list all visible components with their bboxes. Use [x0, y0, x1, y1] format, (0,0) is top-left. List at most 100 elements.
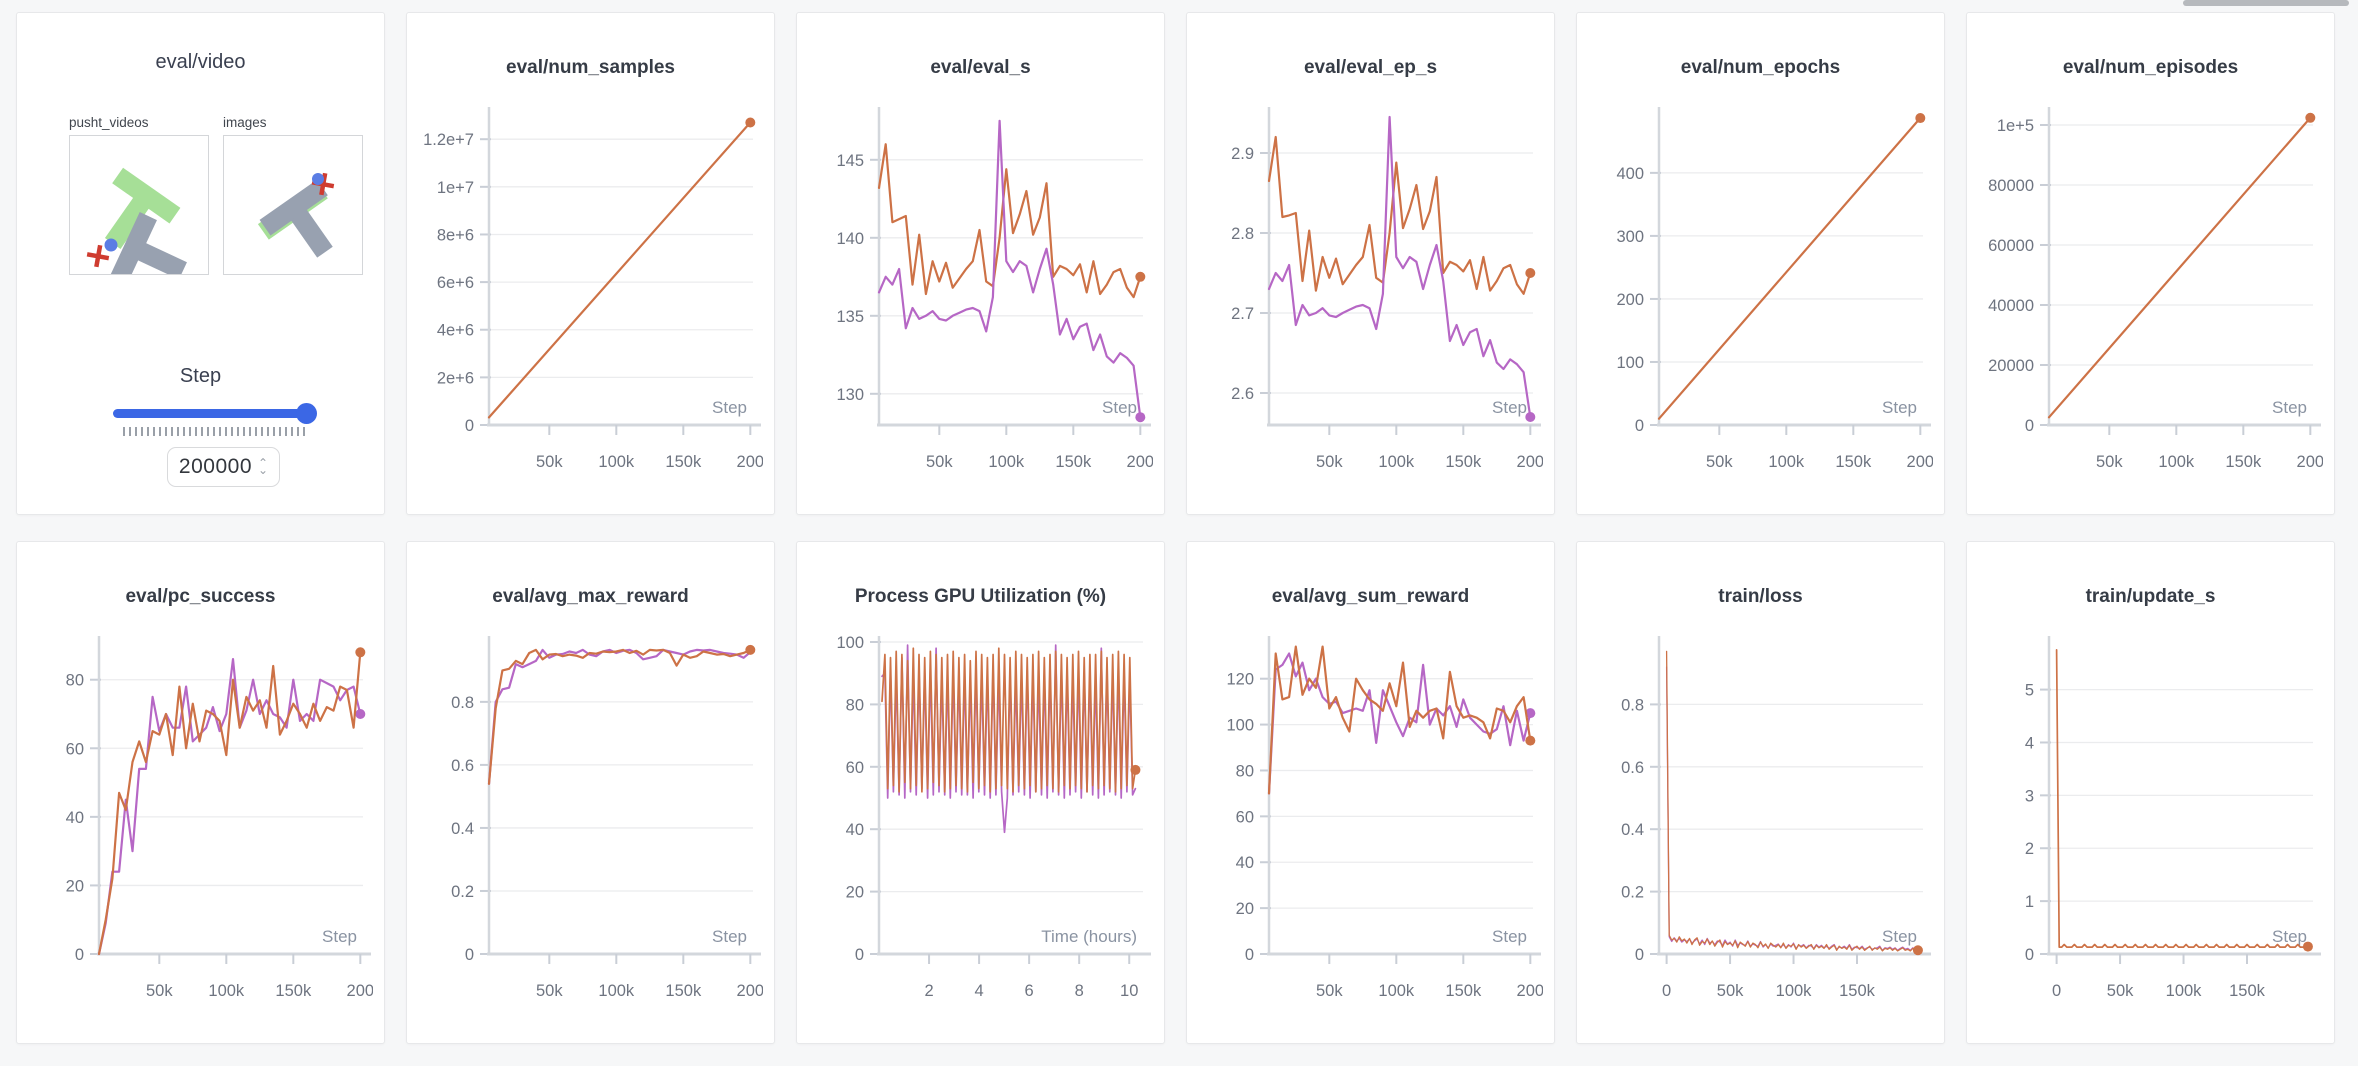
step-slider-thumb[interactable]	[296, 403, 317, 424]
svg-text:135: 135	[836, 308, 864, 326]
line-chart[interactable]: 0 2e+6 4e+6 6e+6 8e+6 1e+7 1.2e+7 50k 100k 150k 20…	[419, 101, 764, 493]
panel-title: eval/pc_success	[125, 586, 276, 607]
svg-text:50k: 50k	[2107, 982, 2134, 1000]
series-purple	[1267, 652, 1532, 795]
svg-text:8e+6: 8e+6	[437, 226, 474, 244]
svg-text:130: 130	[836, 386, 864, 404]
svg-text:150k: 150k	[1055, 453, 1092, 471]
chart-canvas: 0 2e+6 4e+6 6e+6 8e+6 1e+7 1.2e+7 50k 100k 150k 20…	[423, 107, 764, 471]
svg-text:100k: 100k	[1378, 453, 1415, 471]
images-thumbnail[interactable]	[223, 135, 363, 275]
series-end-dot	[1912, 945, 1923, 956]
step-number-input[interactable]: 200000 ⌃ ⌄	[167, 447, 280, 487]
svg-text:100: 100	[1616, 354, 1644, 372]
svg-text:100k: 100k	[988, 453, 1025, 471]
horizontal-scrollbar[interactable]	[2183, 0, 2349, 6]
chart-canvas: 130 135 140 145 50k 100k 150k 200 Step	[836, 107, 1154, 471]
panel-eval-avg-max-reward: eval/avg_max_reward 0 0.2 0.4 0.6 0.8 50k 100k…	[406, 541, 775, 1044]
svg-text:0: 0	[1662, 982, 1671, 1000]
svg-text:60000: 60000	[1988, 237, 2034, 255]
stepper-arrows[interactable]: ⌃ ⌄	[258, 456, 269, 477]
svg-text:6e+6: 6e+6	[437, 274, 474, 292]
series-end-dot	[355, 709, 366, 719]
svg-text:5: 5	[2025, 682, 2034, 700]
series-orange	[97, 651, 362, 956]
svg-text:300: 300	[1616, 228, 1644, 246]
pusht-video-thumbnail[interactable]	[69, 135, 209, 284]
svg-text:Step: Step	[2272, 927, 2307, 946]
line-chart[interactable]: 130 135 140 145 50k 100k 150k 200 Step	[809, 101, 1154, 493]
line-chart[interactable]: 0 20 40 60 80 100 120 50k 100k 150k 200 Step	[1199, 630, 1544, 1022]
svg-text:40: 40	[1236, 854, 1254, 872]
chart-canvas: 0 20 40 60 80 50k 100k 150k 200 Step	[66, 636, 374, 1000]
panel-eval-pc-success: eval/pc_success 0 20 40 60 80 50k 100k 150k 200 S…	[16, 541, 385, 1044]
line-chart[interactable]: 0 0.2 0.4 0.6 0.8 50k 100k 150k 200 Step	[419, 630, 764, 1022]
series-orange	[1267, 645, 1532, 795]
series-purple	[97, 658, 362, 956]
goal-t-shape	[104, 167, 181, 249]
chart-canvas: 2.6 2.7 2.8 2.9 50k 100k 150k 200 Step	[1231, 107, 1544, 471]
panel-eval-num-episodes: eval/num_episodes 0 20000 40000 60000 80000 1…	[1966, 12, 2335, 515]
svg-text:145: 145	[836, 152, 864, 170]
svg-text:2.8: 2.8	[1231, 225, 1254, 243]
agent-dot	[312, 173, 324, 185]
series-orange	[877, 143, 1142, 299]
panel-title: eval/avg_sum_reward	[1271, 586, 1470, 607]
svg-text:120: 120	[1226, 671, 1254, 689]
step-up-icon[interactable]: ⌃	[258, 456, 269, 470]
line-chart[interactable]: 0 1 2 3 4 5 0 50k 100k 150k Step	[1979, 630, 2323, 1022]
svg-text:0: 0	[2025, 946, 2034, 964]
series-end-dot	[1135, 412, 1146, 423]
panel-title: train/loss	[1718, 586, 1803, 607]
svg-text:Step: Step	[1882, 398, 1917, 417]
line-chart[interactable]: 0 100 200 300 400 50k 100k 150k 200 Step	[1589, 101, 1934, 493]
chart-canvas: 0 1 2 3 4 5 0 50k 100k 150k Step	[2025, 636, 2321, 1000]
series-end-dot	[745, 117, 756, 128]
panel-title: eval/avg_max_reward	[492, 586, 689, 607]
panel-title: Process GPU Utilization (%)	[854, 586, 1107, 607]
line-chart[interactable]: 0 0.2 0.4 0.6 0.8 0 50k 100k 150k Step	[1589, 630, 1933, 1022]
svg-text:200: 200	[1127, 453, 1153, 471]
svg-text:40: 40	[846, 821, 864, 839]
svg-text:50k: 50k	[1316, 982, 1343, 1000]
svg-text:Step: Step	[322, 927, 357, 946]
svg-text:0.6: 0.6	[451, 757, 474, 775]
svg-text:6: 6	[1025, 982, 1034, 1000]
thumbnail-label: pusht_videos	[69, 115, 149, 130]
svg-text:0: 0	[465, 946, 474, 964]
svg-text:2e+6: 2e+6	[437, 369, 474, 387]
svg-text:200: 200	[1517, 982, 1543, 1000]
svg-text:10: 10	[1120, 982, 1138, 1000]
line-chart[interactable]: 0 20 40 60 80 50k 100k 150k 200 Step	[29, 630, 374, 1022]
svg-text:80: 80	[1236, 762, 1254, 780]
step-slider[interactable]	[113, 403, 317, 424]
svg-text:50k: 50k	[926, 453, 953, 471]
svg-text:150k: 150k	[1839, 982, 1876, 1000]
svg-text:0: 0	[2052, 982, 2061, 1000]
panel-title: eval/video	[155, 51, 246, 73]
svg-text:400: 400	[1616, 165, 1644, 183]
series-end-dot	[2305, 112, 2316, 123]
pusht-env-frame	[257, 172, 335, 258]
series-end-dot	[1915, 113, 1926, 124]
svg-text:50k: 50k	[1316, 453, 1343, 471]
svg-text:0: 0	[465, 417, 474, 435]
chart-canvas: 0 0.2 0.4 0.6 0.8 0 50k 100k 150k Step	[1621, 636, 1931, 1000]
svg-text:20: 20	[846, 884, 864, 902]
pusht-env-frame	[86, 167, 187, 284]
step-value[interactable]: 200000	[178, 455, 252, 478]
panel-title: eval/num_samples	[506, 57, 675, 78]
svg-text:2: 2	[924, 982, 933, 1000]
svg-text:0.8: 0.8	[451, 694, 474, 712]
svg-text:60: 60	[66, 740, 84, 758]
line-chart[interactable]: 0 20 40 60 80 100 2 4 6 8 10 Time (hours)	[809, 630, 1153, 1022]
panel-eval-avg-sum-reward: eval/avg_sum_reward 0 20 40 60 80 100 120 50k 10…	[1186, 541, 1555, 1044]
step-down-icon[interactable]: ⌄	[258, 463, 269, 477]
svg-text:1: 1	[2025, 893, 2034, 911]
svg-text:200: 200	[737, 453, 763, 471]
series-end-dot	[1130, 764, 1141, 775]
svg-text:150k: 150k	[2225, 453, 2262, 471]
svg-text:150k: 150k	[275, 982, 312, 1000]
line-chart[interactable]: 2.6 2.7 2.8 2.9 50k 100k 150k 200 Step	[1199, 101, 1544, 493]
line-chart[interactable]: 0 20000 40000 60000 80000 1e+5 50k 100k 150k 200 S…	[1979, 101, 2324, 493]
